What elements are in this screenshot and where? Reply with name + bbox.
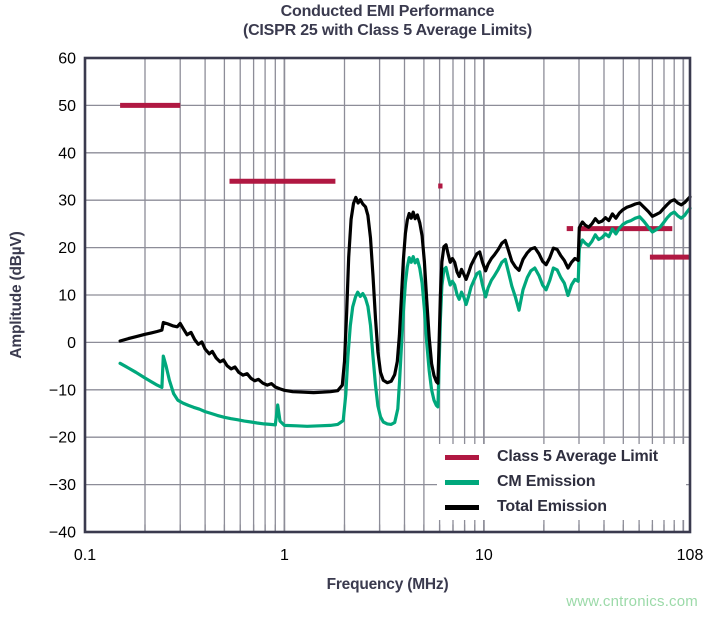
legend-label: Total Emission	[497, 498, 607, 515]
legend-swatch	[445, 479, 479, 485]
y-axis-label: Amplitude (dBµV)	[8, 231, 25, 359]
legend-swatch	[445, 454, 479, 460]
legend-swatch	[445, 504, 479, 510]
legend-item-1: CM Emission	[437, 471, 686, 493]
chart-title: Conducted EMI Performance	[280, 3, 495, 20]
watermark-text: www.cntronics.com	[566, 593, 698, 610]
chart-legend: Class 5 Average Limit CM Emission Total Em…	[437, 444, 686, 520]
legend-item-2: Total Emission	[437, 496, 686, 518]
legend-label: CM Emission	[497, 473, 596, 490]
legend-label: Class 5 Average Limit	[497, 448, 658, 465]
x-axis-label: Frequency (MHz)	[326, 576, 449, 593]
chart-subtitle: (CISPR 25 with Class 5 Average Limits)	[242, 22, 533, 39]
legend-item-0: Class 5 Average Limit	[437, 446, 686, 468]
